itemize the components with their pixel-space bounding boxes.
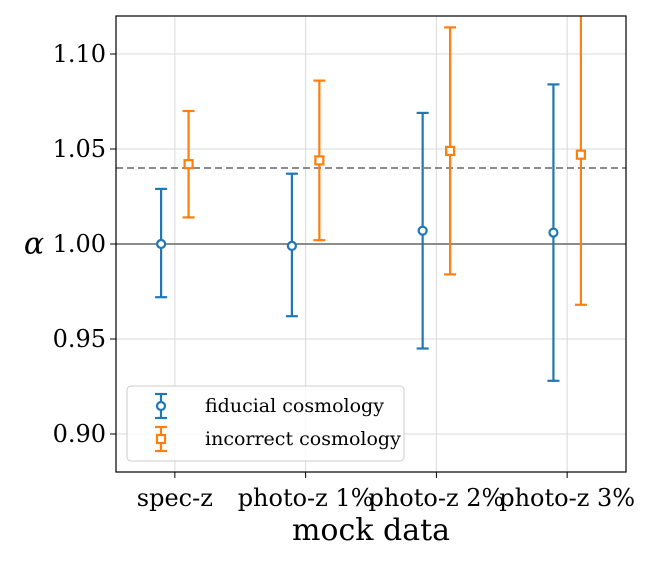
- legend: fiducial cosmology incorrect cosmology: [126, 385, 405, 462]
- data-point: [548, 227, 559, 238]
- data-point: [156, 238, 167, 250]
- x-tick-label: spec-z: [137, 484, 213, 512]
- y-tick-label: 1.10: [53, 40, 106, 68]
- y-tick-label: 1.00: [53, 230, 106, 258]
- legend-entry: incorrect cosmology: [155, 425, 401, 453]
- legend-label: fiducial cosmology: [205, 395, 384, 417]
- series-layer: [155, 16, 587, 382]
- y-tick-label: 0.90: [53, 420, 106, 448]
- data-point: [575, 149, 586, 160]
- legend-box: [126, 385, 405, 462]
- x-tick-label: photo-z 3%: [499, 484, 635, 512]
- series-2: [182, 16, 587, 306]
- x-tick-label: photo-z 1%: [238, 484, 374, 512]
- data-point: [183, 159, 194, 170]
- series-1: [155, 83, 560, 382]
- data-point: [417, 225, 428, 236]
- x-tick-label: photo-z 2%: [368, 484, 504, 512]
- reference-lines: [116, 167, 626, 245]
- y-tick-label: 1.05: [53, 135, 106, 163]
- data-point: [445, 145, 456, 156]
- legend-marker: [155, 400, 167, 412]
- y-tick-label: 0.95: [53, 325, 106, 353]
- legend-entry: fiducial cosmology: [155, 392, 384, 420]
- x-axis-label: mock data: [292, 513, 450, 548]
- legend-label: incorrect cosmology: [205, 428, 401, 450]
- legend-marker: [155, 433, 167, 445]
- data-point: [286, 240, 297, 251]
- y-axis-label: α: [24, 227, 44, 262]
- data-point: [314, 155, 325, 166]
